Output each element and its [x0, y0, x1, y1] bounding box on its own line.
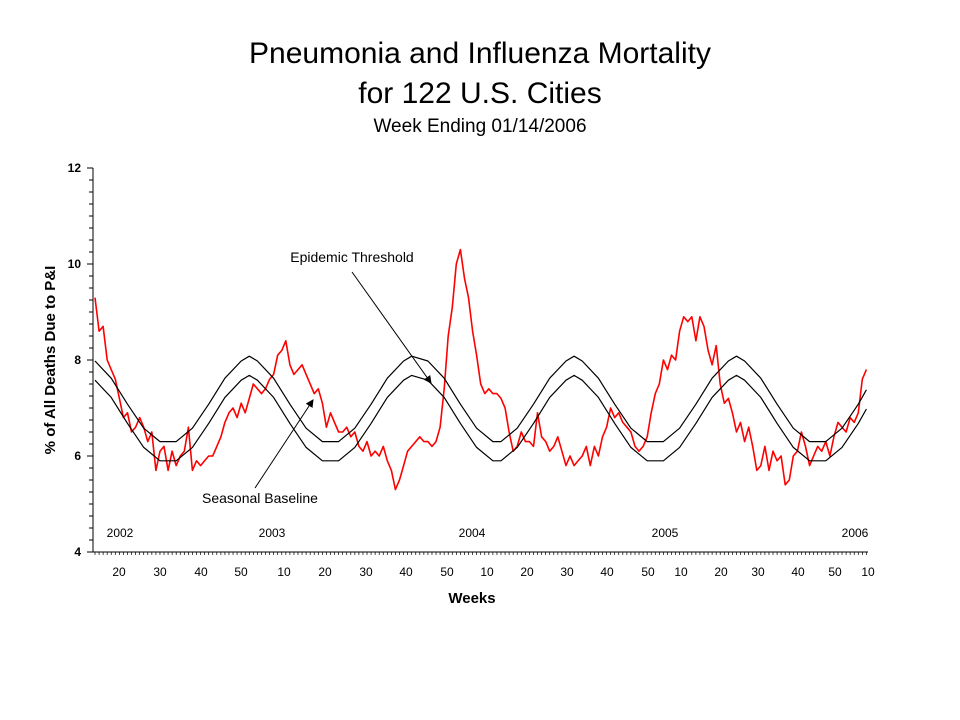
- y-tick-label: 10: [68, 257, 82, 271]
- y-tick-label: 4: [74, 545, 81, 559]
- chart-week-ending: Week Ending 01/14/2006: [373, 116, 587, 137]
- y-axis-label: % of All Deaths Due to P&I: [42, 266, 59, 455]
- threshold-series-line: [94, 355, 867, 443]
- y-tick-label: 12: [68, 161, 82, 175]
- x-tick-label: 40: [600, 565, 614, 579]
- seasonal-baseline-label: Seasonal Baseline: [202, 490, 318, 506]
- y-tick-label: 8: [74, 353, 81, 367]
- x-tick-label: 50: [440, 565, 454, 579]
- year-label: 2004: [459, 526, 486, 540]
- year-label: 2005: [652, 526, 679, 540]
- chart-title: Pneumonia and Influenza Mortality: [249, 37, 711, 70]
- x-tick-label: 50: [828, 565, 842, 579]
- x-tick-label: 20: [112, 565, 126, 579]
- x-tick-label: 30: [751, 565, 765, 579]
- x-tick-label: 20: [520, 565, 534, 579]
- seasonal-baseline-arrow: [254, 399, 314, 489]
- year-label: 2003: [259, 526, 286, 540]
- x-tick-label: 10: [480, 565, 494, 579]
- x-tick-label: 40: [791, 565, 805, 579]
- baseline-series-line: [94, 374, 867, 462]
- x-tick-label: 50: [234, 565, 248, 579]
- year-label: 2006: [842, 526, 869, 540]
- x-tick-label: 10: [277, 565, 291, 579]
- x-tick-label: 40: [194, 565, 208, 579]
- x-tick-label: 40: [399, 565, 413, 579]
- x-tick-label: 30: [359, 565, 373, 579]
- epidemic-threshold-label: Epidemic Threshold: [290, 249, 413, 265]
- x-tick-label: 30: [560, 565, 574, 579]
- epidemic-threshold-arrow: [351, 271, 432, 384]
- x-tick-label: 10: [674, 565, 688, 579]
- x-tick-label: 20: [318, 565, 332, 579]
- x-axis-label: Weeks: [448, 590, 495, 607]
- y-tick-label: 6: [74, 449, 81, 463]
- x-tick-label: 20: [714, 565, 728, 579]
- chart-subtitle: for 122 U.S. Cities: [358, 77, 602, 110]
- observed-series-line: [94, 248, 868, 491]
- x-tick-label: 30: [153, 565, 167, 579]
- x-tick-label: 50: [641, 565, 655, 579]
- year-label: 2002: [107, 526, 134, 540]
- x-tick-label: 10: [861, 565, 875, 579]
